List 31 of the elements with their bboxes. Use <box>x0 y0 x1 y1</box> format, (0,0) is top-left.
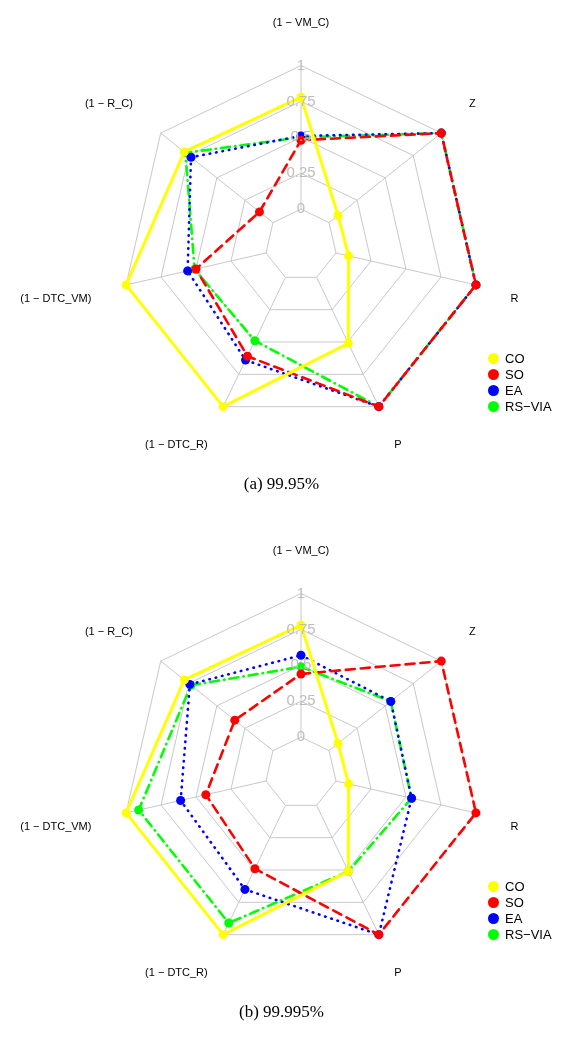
spoke-label: R <box>510 820 519 833</box>
y-tick-label: 0.25 <box>286 691 316 709</box>
y-tick-label: 1 <box>296 583 306 601</box>
y-tick-label: 0.25 <box>286 163 316 181</box>
spoke-label: (1 − DTC_VM) <box>20 292 92 305</box>
spoke-label: (1 − VM_C) <box>272 16 330 29</box>
spoke-label: (1 − DTC_VM) <box>20 820 92 833</box>
legend-label: EA <box>505 382 523 398</box>
y-tick-label: 0.5 <box>290 127 312 145</box>
text: (b) 99.995% <box>238 1002 325 1022</box>
spoke-label: P <box>394 966 402 979</box>
legend-label: RS−VIA <box>505 926 552 942</box>
y-tick-label: 0 <box>296 199 306 217</box>
y-tick-label: 1 <box>296 55 306 73</box>
spoke-label: (1 − R_C) <box>84 625 133 638</box>
legend-label: SO <box>505 894 524 910</box>
spoke-label: P <box>394 438 402 451</box>
spoke-label: R <box>510 292 519 305</box>
legend-label: RS−VIA <box>505 398 552 414</box>
spoke-label: (1 − R_C) <box>84 97 133 110</box>
legend-label: CO <box>505 878 525 894</box>
legend-label: EA <box>505 910 523 926</box>
legend-label: SO <box>505 366 524 382</box>
spoke-label: Z <box>469 97 477 110</box>
spoke-label: (1 − DTC_R) <box>145 966 208 979</box>
legend-label: CO <box>505 350 525 366</box>
spoke-label: (1 − VM_C) <box>272 544 330 557</box>
spoke-label: (1 − DTC_R) <box>145 438 208 451</box>
text: (a) 99.95% <box>242 474 321 494</box>
spoke-label: Z <box>469 625 477 638</box>
y-tick-label: 0 <box>296 727 306 745</box>
